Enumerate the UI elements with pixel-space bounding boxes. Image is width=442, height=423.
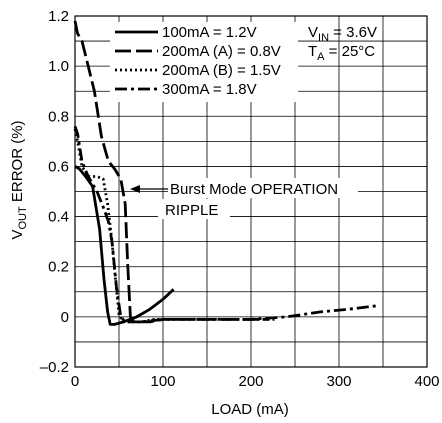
series-line-0	[74, 165, 175, 326]
y-tick-label-7: 1.2	[48, 8, 69, 25]
conditions: VIN = 3.6V TA = 25°C	[308, 24, 377, 63]
plot-frame	[74, 15, 428, 368]
burst-arrow-head	[130, 185, 140, 193]
legend-label-3: 300mA = 1.8V	[162, 81, 257, 98]
ripple-label: RIPPLE	[165, 202, 218, 219]
x-tick-label-2: 200	[238, 373, 263, 390]
condition-vin: VIN = 3.6V	[308, 24, 377, 44]
x-tick-label-0: 0	[71, 373, 79, 390]
tick-labels: 0 100 200 300 400–0.200.20.40.60.81.01.2	[40, 8, 440, 390]
y-tick-label-2: 0.2	[48, 259, 69, 276]
ripple-label-bg	[158, 199, 230, 219]
x-tick-label-4: 400	[414, 373, 439, 390]
series-line-3	[73, 125, 379, 324]
x-axis-label: LOAD (mA)	[211, 401, 289, 418]
y-tick-label-5: 0.8	[48, 108, 69, 125]
y-tick-label-6: 1.0	[48, 58, 69, 75]
series-group	[73, 20, 379, 326]
x-tick-label-3: 300	[326, 373, 351, 390]
legend-label-2: 200mA (B) = 1.5V	[162, 62, 281, 79]
legend-label-1: 200mA (A) = 0.8V	[162, 43, 281, 60]
annotations: Burst Mode OPERATION RIPPLE	[130, 178, 358, 219]
x-tick-label-1: 100	[150, 373, 175, 390]
burst-label: Burst Mode OPERATION	[170, 181, 338, 198]
y-tick-label-1: 0	[61, 309, 69, 326]
legend-label-0: 100mA = 1.2V	[162, 24, 257, 41]
burst-label-bg	[168, 178, 358, 198]
series-line-1	[73, 20, 269, 324]
condition-ta: TA = 25°C	[308, 43, 375, 63]
y-tick-label-0: –0.2	[40, 359, 69, 376]
y-tick-label-4: 0.6	[48, 158, 69, 175]
y-axis-label: VOUT ERROR (%)	[9, 120, 29, 239]
y-tick-label-3: 0.4	[48, 209, 69, 226]
legend: 100mA = 1.2V 200mA (A) = 0.8V 200mA (B) = …	[110, 22, 298, 102]
